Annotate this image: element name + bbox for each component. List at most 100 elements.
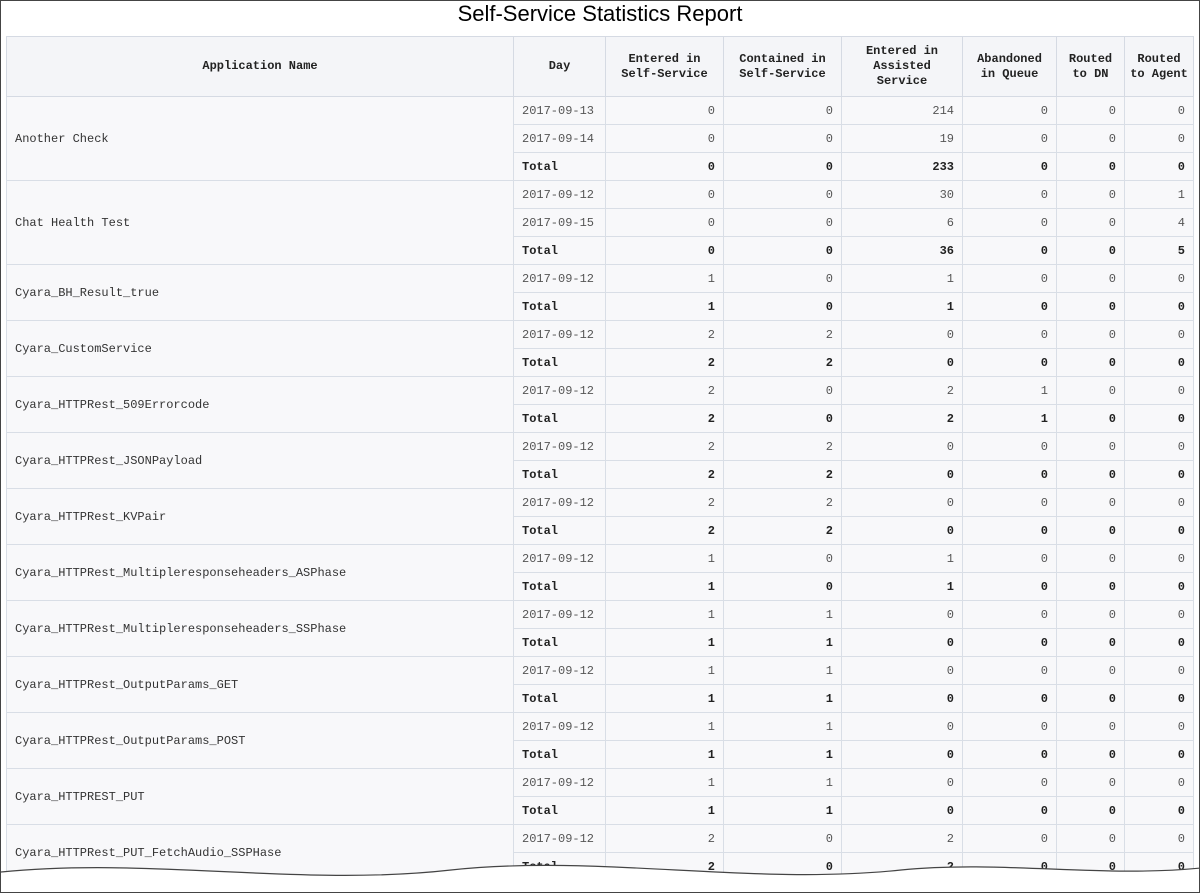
total-value: 1 — [962, 404, 1057, 433]
value: 0 — [962, 124, 1057, 153]
total-value: 0 — [841, 628, 963, 657]
application-name: Cyara_BH_Result_true — [6, 264, 514, 321]
column-header: Entered in Self-Service — [605, 36, 724, 97]
value: 1 — [605, 656, 724, 685]
total-value: 2 — [605, 516, 724, 545]
value: 0 — [1124, 264, 1194, 293]
value: 0 — [1124, 376, 1194, 405]
value: 0 — [962, 96, 1057, 125]
total-value: 0 — [1124, 796, 1194, 825]
total-value: 1 — [723, 796, 842, 825]
day: 2017-09-12 — [513, 264, 606, 293]
total-row: Total 2 2 0 0 0 0 — [7, 460, 1194, 489]
value: 1 — [723, 712, 842, 741]
total-value: 0 — [1056, 684, 1125, 713]
total-value: 0 — [605, 236, 724, 265]
total-value: 0 — [841, 796, 963, 825]
value: 1 — [723, 600, 842, 629]
total-value: 2 — [841, 404, 963, 433]
value: 0 — [1124, 488, 1194, 517]
value: 19 — [841, 124, 963, 153]
value: 30 — [841, 180, 963, 209]
total-value: 0 — [1124, 460, 1194, 489]
value: 0 — [962, 180, 1057, 209]
value: 2 — [605, 432, 724, 461]
total-value: 0 — [841, 516, 963, 545]
total-label: Total — [513, 460, 606, 489]
total-label: Total — [513, 516, 606, 545]
total-value: 0 — [962, 236, 1057, 265]
value: 0 — [841, 432, 963, 461]
total-label: Total — [513, 348, 606, 377]
value: 0 — [1124, 320, 1194, 349]
report-title: Self-Service Statistics Report — [457, 1, 743, 26]
total-value: 1 — [723, 684, 842, 713]
application-name: Cyara_HTTPRest_Multipleresponseheaders_S… — [6, 600, 514, 657]
data-row: Another Check 2017-09-13 0 0 214 0 0 0 — [6, 96, 1194, 181]
application-name: Cyara_CustomService — [6, 320, 514, 377]
day: 2017-09-12 — [513, 432, 606, 461]
data-row: Cyara_HTTPRest_Multipleresponseheaders_A… — [6, 544, 1194, 601]
value: 0 — [1056, 824, 1125, 853]
total-value: 0 — [962, 516, 1057, 545]
application-name: Cyara_HTTPRest_JSONPayload — [6, 432, 514, 489]
value: 0 — [1056, 544, 1125, 573]
data-row: Chat Health Test 2017-09-12 0 0 30 0 0 1 — [6, 180, 1194, 265]
value: 2 — [723, 320, 842, 349]
value: 0 — [723, 124, 842, 153]
value: 1 — [841, 264, 963, 293]
data-row: Cyara_BH_Result_true 2017-09-12 1 0 1 0 0 0 — [6, 264, 1194, 321]
value: 0 — [1056, 656, 1125, 685]
total-value: 0 — [962, 796, 1057, 825]
application-name: Cyara_HTTPRest_OutputParams_POST — [6, 712, 514, 769]
value: 0 — [841, 488, 963, 517]
value: 0 — [1124, 824, 1194, 853]
total-value: 0 — [962, 572, 1057, 601]
value: 0 — [723, 180, 842, 209]
total-value: 1 — [605, 684, 724, 713]
data-row: Cyara_HTTPRest_Multipleresponseheaders_S… — [6, 600, 1194, 657]
data-row: Cyara_CustomService 2017-09-12 2 2 0 0 0 0 — [6, 320, 1194, 377]
value: 2 — [723, 432, 842, 461]
application-name: Another Check — [6, 96, 514, 181]
total-value: 2 — [605, 404, 724, 433]
value: 0 — [841, 768, 963, 797]
total-value: 0 — [1124, 516, 1194, 545]
total-value: 0 — [723, 152, 842, 181]
total-value: 0 — [723, 572, 842, 601]
application-name: Cyara_HTTPRest_Multipleresponseheaders_A… — [6, 544, 514, 601]
column-header: Routed to DN — [1056, 36, 1125, 97]
value: 1 — [723, 656, 842, 685]
data-row: Cyara_HTTPRest_PUT_FetchAudio_SSPHase 201… — [6, 824, 1194, 881]
value: 0 — [1056, 768, 1125, 797]
value: 0 — [1056, 264, 1125, 293]
total-value: 36 — [841, 236, 963, 265]
total-row: Total 1 1 0 0 0 0 — [7, 740, 1194, 769]
total-value: 0 — [1056, 404, 1125, 433]
value: 0 — [1124, 768, 1194, 797]
total-value: 0 — [1124, 572, 1194, 601]
value: 0 — [962, 320, 1057, 349]
day: 2017-09-12 — [513, 544, 606, 573]
value: 1 — [962, 376, 1057, 405]
value: 0 — [1124, 432, 1194, 461]
day: 2017-09-12 — [513, 712, 606, 741]
value: 0 — [723, 264, 842, 293]
value: 0 — [1124, 712, 1194, 741]
value: 0 — [1124, 96, 1194, 125]
total-value: 0 — [1056, 796, 1125, 825]
total-value: 1 — [605, 740, 724, 769]
value: 1 — [605, 768, 724, 797]
value: 0 — [605, 96, 724, 125]
value: 1 — [841, 544, 963, 573]
total-value: 0 — [962, 684, 1057, 713]
value: 1 — [605, 712, 724, 741]
total-value: 0 — [1124, 292, 1194, 321]
value: 0 — [962, 208, 1057, 237]
value: 0 — [605, 124, 724, 153]
column-header: Routed to Agent — [1124, 36, 1194, 97]
data-row: Cyara_HTTPRest_OutputParams_GET 2017-09-1… — [6, 656, 1194, 713]
day: 2017-09-12 — [513, 768, 606, 797]
data-row: Cyara_HTTPRest_OutputParams_POST 2017-09-… — [6, 712, 1194, 769]
total-value: 0 — [1124, 404, 1194, 433]
